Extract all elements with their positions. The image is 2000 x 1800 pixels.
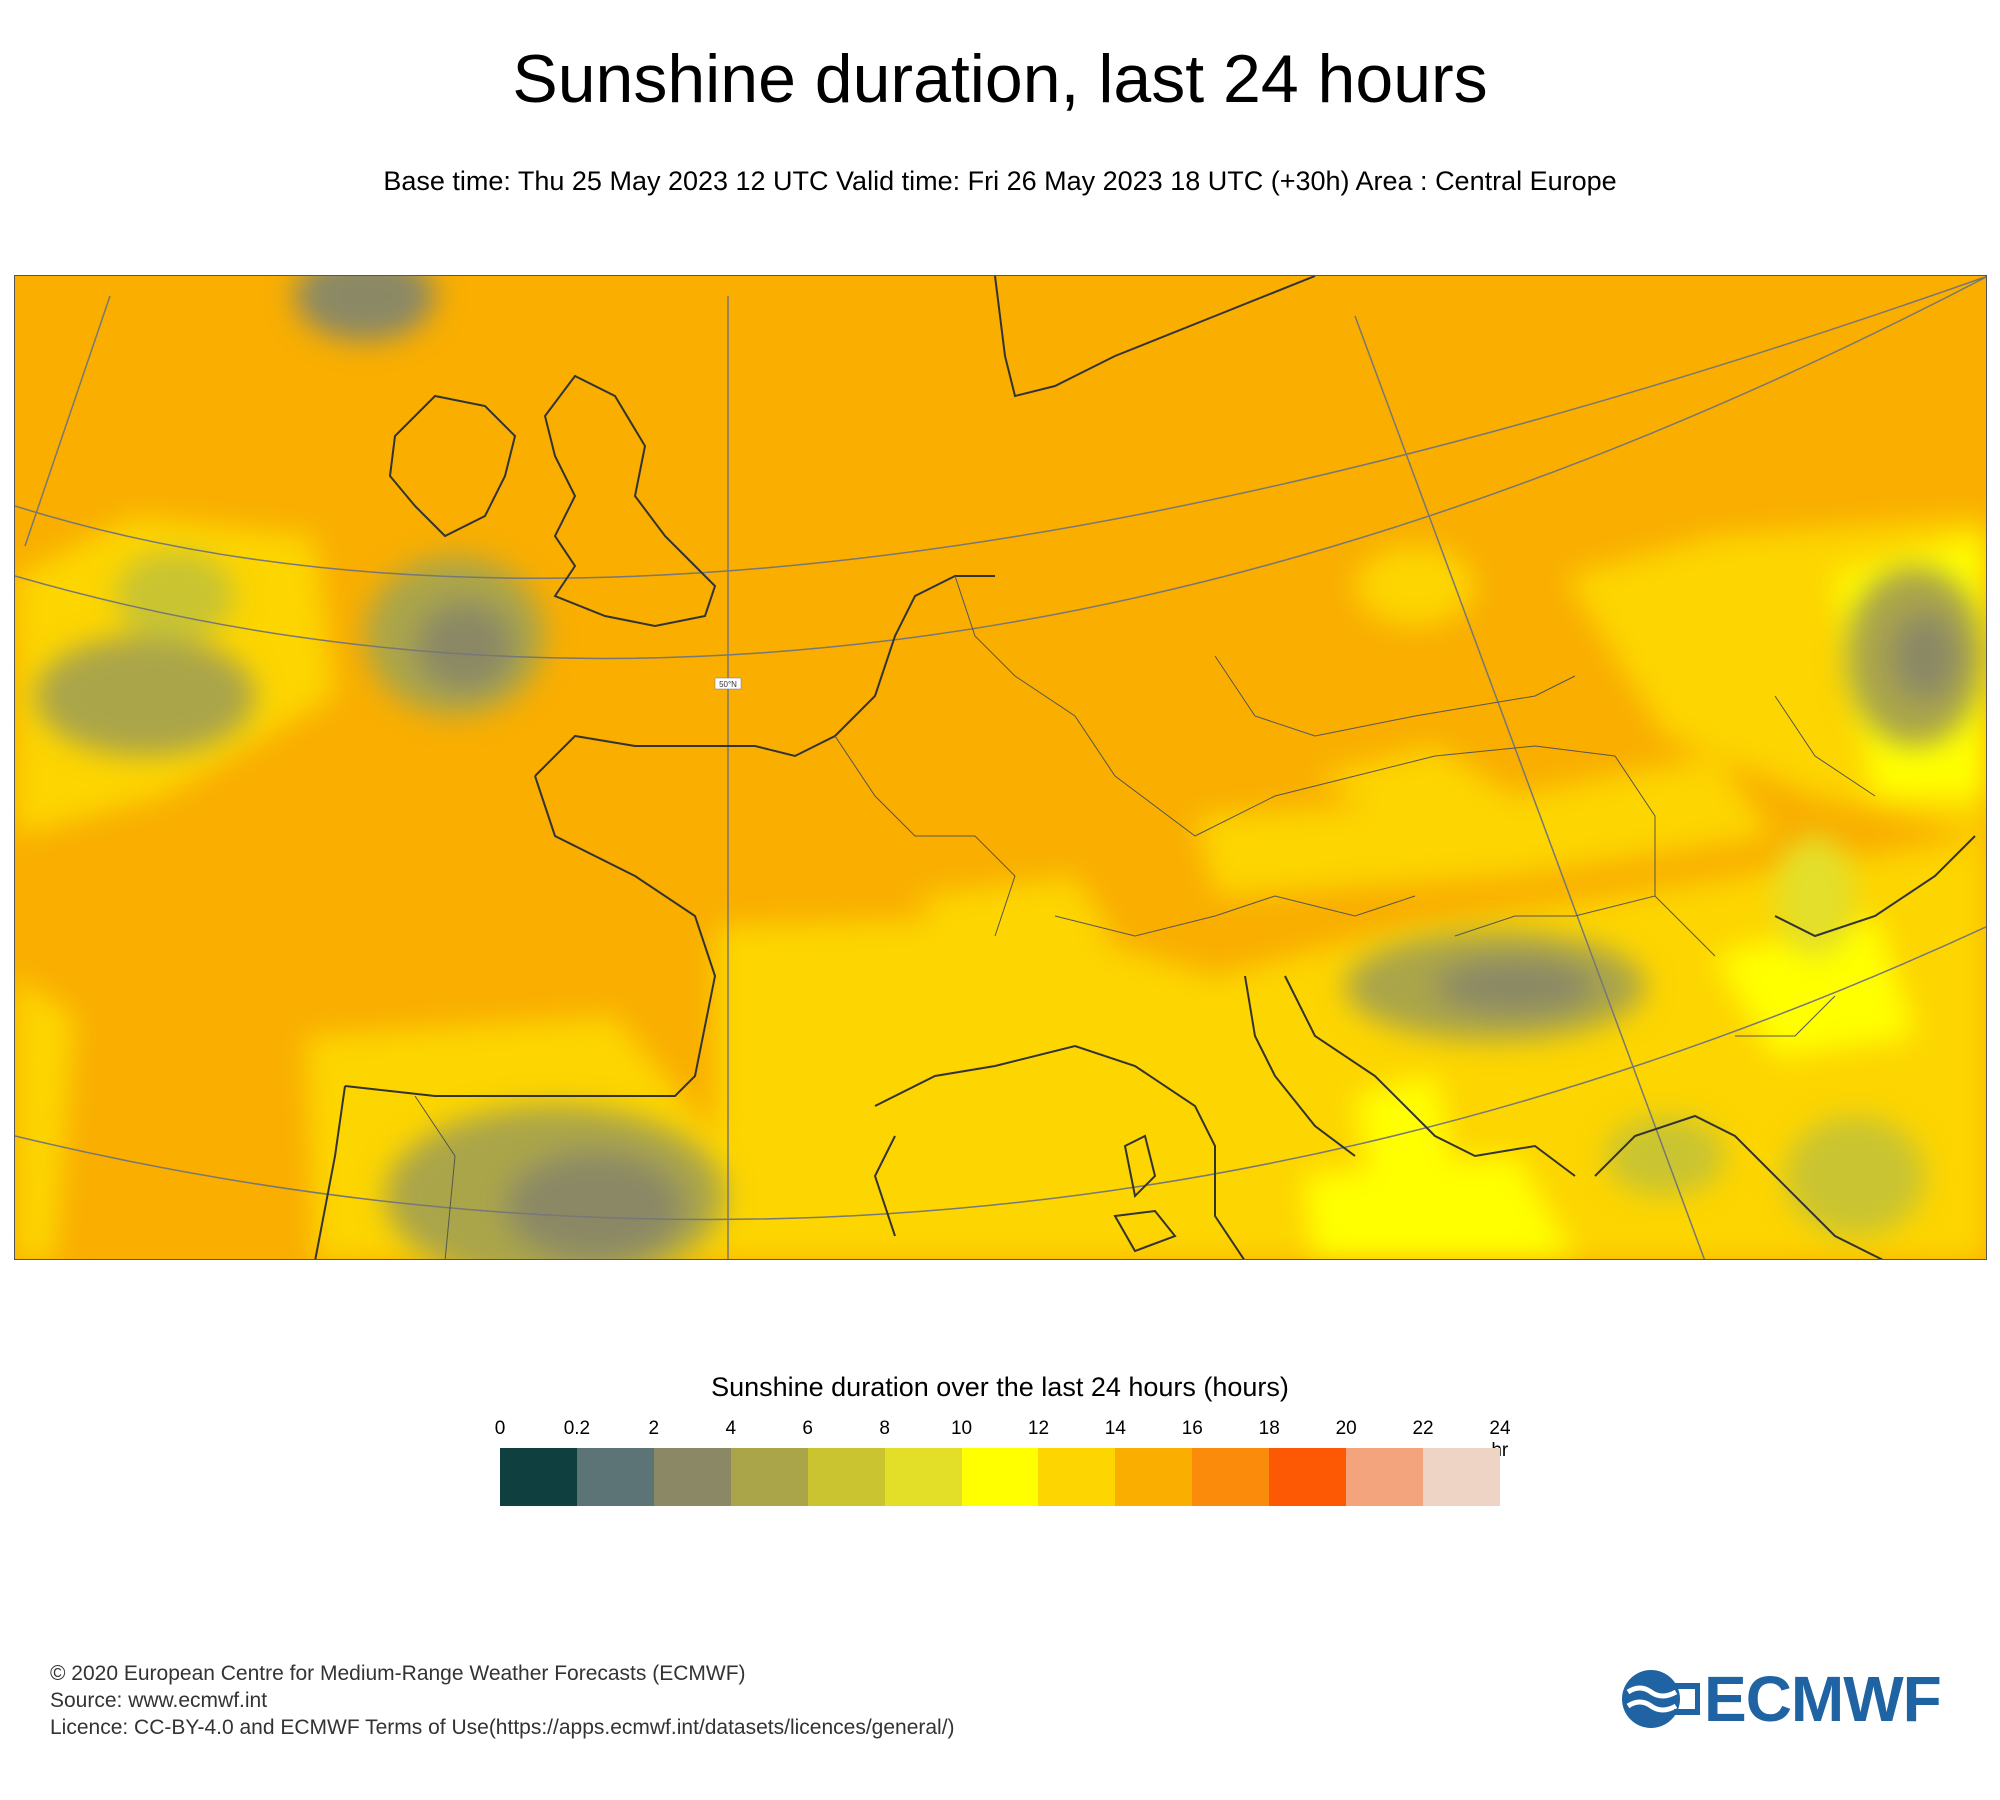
legend-swatch [1269, 1448, 1347, 1506]
legend-tick-label: 8 [879, 1418, 890, 1439]
legend-tick-label: 2 [648, 1418, 660, 1439]
legend-tick-label: 10 [950, 1418, 973, 1439]
graticule [15, 276, 1986, 1259]
ecmwf-logo-icon [1622, 1670, 1701, 1728]
legend-swatch [653, 1448, 731, 1506]
map-canvas: 50°N [15, 276, 1986, 1259]
footer-copyright: © 2020 European Centre for Medium-Range … [50, 1662, 746, 1685]
legend-tick-label: 16 [1181, 1418, 1203, 1439]
borders [414, 575, 1876, 1259]
chart-subtitle: Base time: Thu 25 May 2023 12 UTC Valid … [383, 166, 1617, 196]
legend-tick-label: 4 [725, 1418, 737, 1439]
legend-tick-label: 14 [1104, 1418, 1126, 1439]
footer-source: Source: www.ecmwf.int [50, 1689, 268, 1712]
legend-swatch [576, 1448, 654, 1506]
coastlines [314, 276, 1976, 1259]
svg-text:50°N: 50°N [719, 680, 737, 689]
legend-swatch [1346, 1448, 1424, 1506]
legend-tick-label: 22 [1412, 1418, 1434, 1439]
ecmwf-logo-text: ECMWF [1704, 1663, 1942, 1735]
legend-tick-label: 0 [494, 1418, 506, 1439]
ecmwf-logo: ECMWF [1620, 1663, 1950, 1735]
graticule-label: 50°N [714, 677, 742, 690]
legend-tick-label: 20 [1335, 1418, 1357, 1439]
legend-swatch [1038, 1448, 1116, 1506]
legend-title: Sunshine duration over the last 24 hours… [711, 1372, 1289, 1402]
legend-tick-label: 12 [1027, 1418, 1050, 1439]
legend-swatch [500, 1448, 577, 1506]
legend-swatch [961, 1448, 1039, 1506]
legend-swatch [884, 1448, 962, 1506]
cloud-patches [35, 276, 1985, 1259]
legend-swatch [807, 1448, 885, 1506]
legend-swatch [730, 1448, 808, 1506]
sunshine-map: 50°N [14, 275, 1987, 1260]
legend-tick-label: 24 [1489, 1418, 1511, 1439]
legend-swatch [1192, 1448, 1270, 1506]
footer-licence: Licence: CC-BY-4.0 and ECMWF Terms of Us… [50, 1716, 955, 1739]
legend-swatch [1423, 1448, 1500, 1506]
legend-tick-label: 18 [1258, 1418, 1280, 1439]
legend-tick-label: 0.2 [563, 1418, 591, 1439]
legend-tick-label: 6 [802, 1418, 813, 1439]
chart-title: Sunshine duration, last 24 hours [512, 41, 1488, 117]
legend-color-bar [500, 1448, 1500, 1506]
legend-swatch [1115, 1448, 1193, 1506]
footer: © 2020 European Centre for Medium-Range … [50, 1660, 955, 1741]
